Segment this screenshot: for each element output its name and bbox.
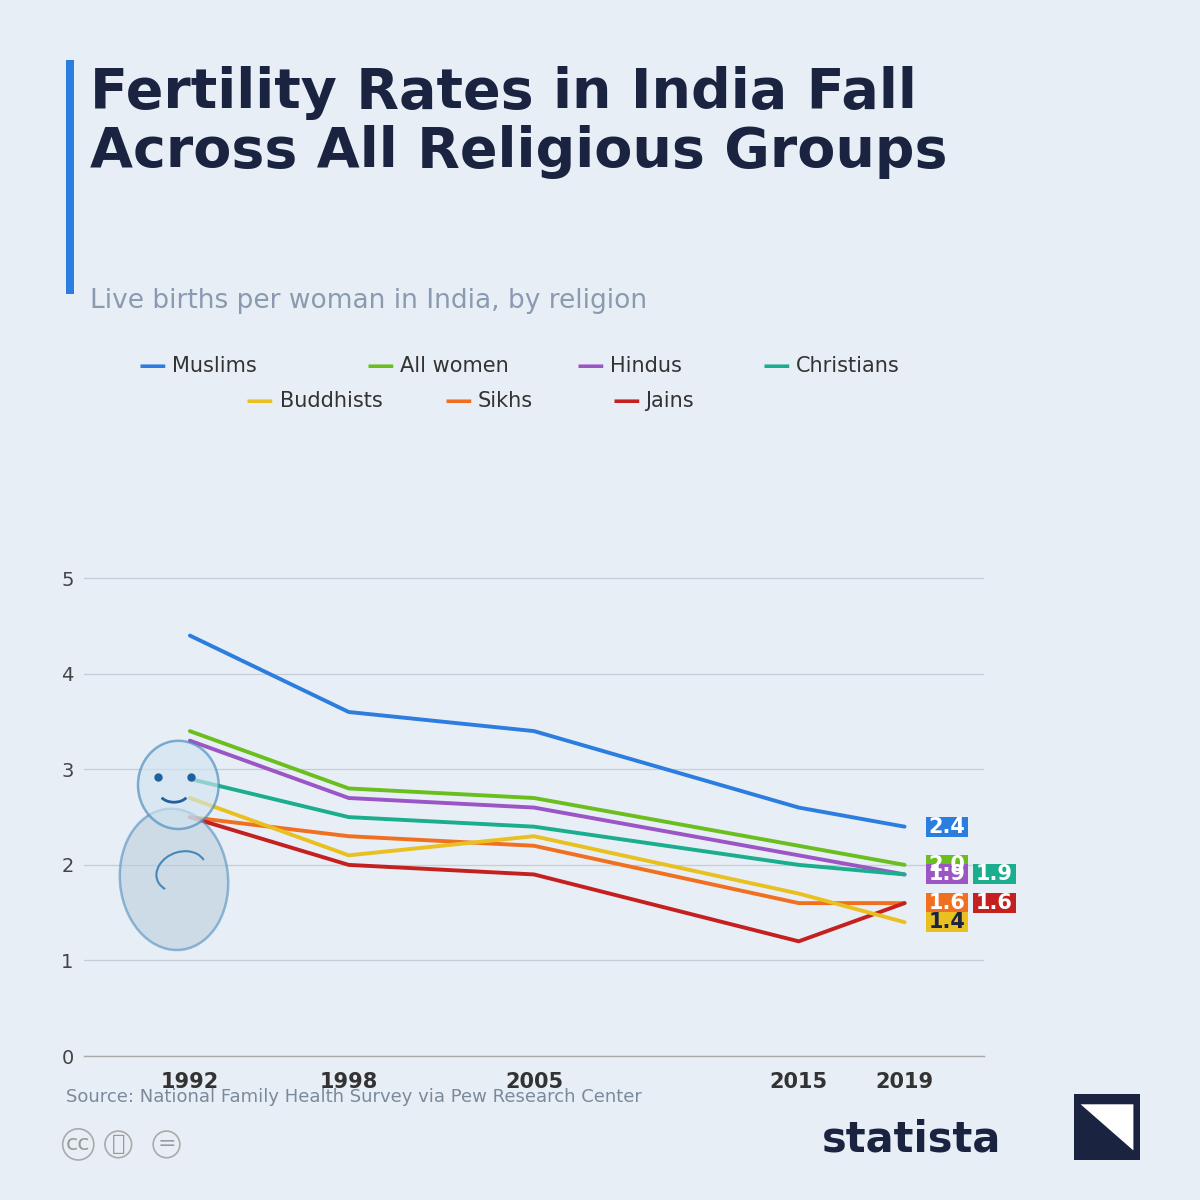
Text: 2.0: 2.0: [929, 854, 965, 875]
Text: Fertility Rates in India Fall
Across All Religious Groups: Fertility Rates in India Fall Across All…: [90, 66, 948, 179]
FancyBboxPatch shape: [925, 864, 968, 884]
Text: 1.4: 1.4: [929, 912, 965, 932]
FancyBboxPatch shape: [925, 854, 968, 875]
Text: 1.6: 1.6: [929, 893, 965, 913]
Text: —: —: [246, 386, 274, 415]
Text: Sikhs: Sikhs: [478, 391, 533, 410]
Text: Source: National Family Health Survey via Pew Research Center: Source: National Family Health Survey vi…: [66, 1088, 642, 1106]
Text: —: —: [138, 352, 166, 380]
FancyBboxPatch shape: [973, 893, 1015, 913]
FancyBboxPatch shape: [925, 912, 968, 932]
Text: All women: All women: [400, 356, 509, 376]
Text: 2.4: 2.4: [929, 817, 965, 836]
Circle shape: [138, 740, 218, 829]
FancyBboxPatch shape: [925, 817, 968, 836]
FancyBboxPatch shape: [973, 864, 1015, 884]
Text: Live births per woman in India, by religion: Live births per woman in India, by relig…: [90, 288, 647, 314]
Text: cc: cc: [66, 1134, 90, 1154]
Text: statista: statista: [822, 1118, 1001, 1160]
Text: Muslims: Muslims: [172, 356, 257, 376]
Polygon shape: [1080, 1104, 1134, 1151]
FancyBboxPatch shape: [925, 893, 968, 913]
Text: —: —: [366, 352, 394, 380]
Text: —: —: [444, 386, 472, 415]
Text: 1.9: 1.9: [929, 864, 966, 884]
Text: Buddhists: Buddhists: [280, 391, 383, 410]
Text: —: —: [762, 352, 790, 380]
Text: ⓘ: ⓘ: [112, 1134, 125, 1154]
Text: Hindus: Hindus: [610, 356, 682, 376]
Text: —: —: [612, 386, 640, 415]
Text: Christians: Christians: [796, 356, 899, 376]
Text: 1.6: 1.6: [976, 893, 1013, 913]
Text: 1.9: 1.9: [976, 864, 1013, 884]
Text: =: =: [157, 1134, 176, 1154]
Ellipse shape: [120, 809, 228, 950]
Text: —: —: [576, 352, 604, 380]
Text: Jains: Jains: [646, 391, 695, 410]
